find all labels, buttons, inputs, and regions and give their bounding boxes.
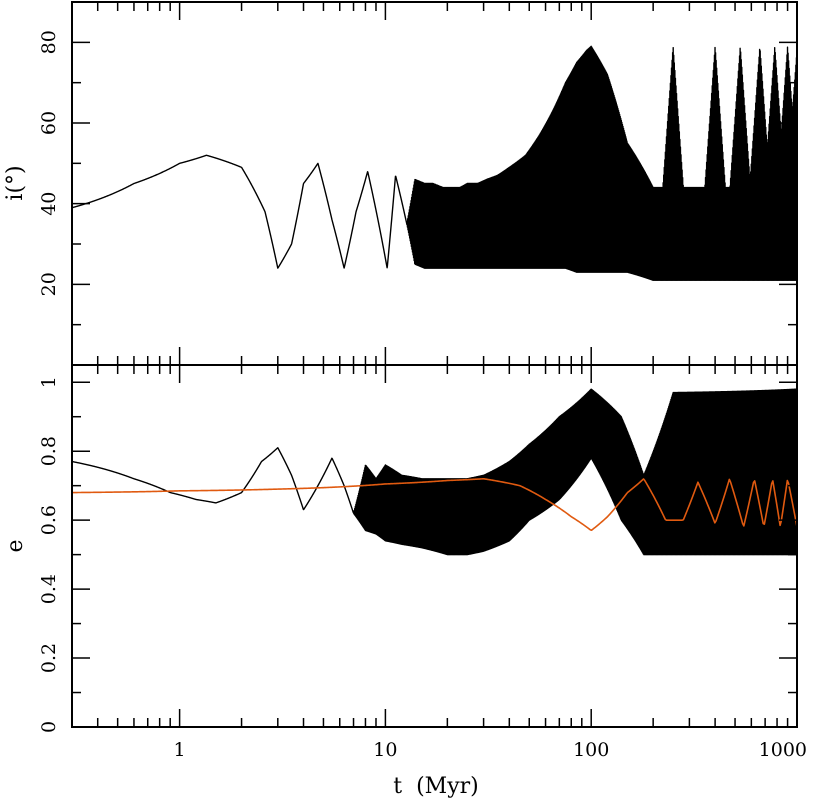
eccentricity-series-line-0 bbox=[71, 388, 798, 556]
inclination-series bbox=[71, 45, 798, 281]
eccentricity-y-tick-label: 1 bbox=[38, 376, 60, 388]
time-x-tick-label: 100 bbox=[573, 739, 609, 761]
inclination-series-line-0 bbox=[71, 45, 798, 281]
eccentricity-y-tick-label: 0.8 bbox=[38, 436, 60, 466]
inclination-panel: 20 40 60 80 i(°) bbox=[3, 1, 798, 366]
eccentricity-series bbox=[71, 388, 798, 556]
inclination-y-tick-label: 20 bbox=[38, 272, 60, 296]
time-x-axis-title: t (Myr) bbox=[393, 774, 478, 799]
eccentricity-ticks: 0 0.2 0.4 0.6 0.8 1 1 10 100 1000 bbox=[38, 365, 807, 761]
inclination-ticks: 20 40 60 80 bbox=[38, 1, 798, 366]
eccentricity-y-tick-label: 0 bbox=[38, 721, 60, 733]
eccentricity-y-tick-label: 0.4 bbox=[38, 574, 60, 604]
eccentricity-series-line-1 bbox=[71, 478, 798, 531]
inclination-y-axis-title: i(°) bbox=[3, 165, 28, 200]
inclination-y-tick-label: 80 bbox=[38, 30, 60, 54]
eccentricity-plot-frame bbox=[71, 364, 798, 728]
eccentricity-y-tick-label: 0.2 bbox=[38, 643, 60, 673]
time-x-tick-label: 1000 bbox=[759, 739, 807, 761]
eccentricity-y-tick-label: 0.6 bbox=[38, 505, 60, 535]
inclination-y-tick-label: 40 bbox=[38, 192, 60, 216]
eccentricity-y-axis-title: e bbox=[3, 539, 28, 552]
inclination-y-tick-label: 60 bbox=[38, 111, 60, 135]
time-x-tick-label: 1 bbox=[174, 739, 186, 761]
time-x-tick-label: 10 bbox=[373, 739, 397, 761]
eccentricity-panel: 0 0.2 0.4 0.6 0.8 1 1 10 100 1000 e t (Myr) bbox=[3, 364, 807, 799]
